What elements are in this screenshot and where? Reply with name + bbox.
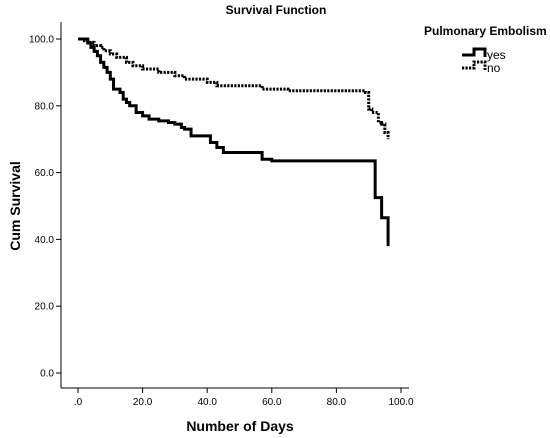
x-tick-label: 40.0 — [197, 397, 217, 408]
legend-swatch — [462, 60, 487, 70]
y-axis-title: Cum Survival — [7, 161, 23, 250]
axes — [60, 22, 409, 389]
x-tick-label: 80.0 — [327, 397, 347, 408]
series-line-yes — [78, 37, 390, 247]
x-tick-label: 20.0 — [133, 397, 153, 408]
series-line-no — [78, 37, 390, 140]
legend-entry-no: no — [462, 60, 501, 75]
x-axis-title: Number of Days — [186, 418, 294, 434]
y-tick-label: 100.0 — [29, 35, 54, 46]
chart-title: Survival Function — [226, 3, 327, 17]
axis-ticks: .0 20.0 40.0 60.0 80.0 100.0 0.0 20.0 40.0 60.0 80… — [29, 35, 414, 409]
y-tick-label: 40.0 — [35, 235, 55, 246]
x-tick-label: 60.0 — [262, 397, 282, 408]
series-layer — [78, 37, 390, 247]
x-tick-label: .0 — [74, 397, 83, 408]
y-tick-label: 0.0 — [40, 369, 54, 380]
x-tick-label: 100.0 — [388, 397, 413, 408]
y-tick-label: 80.0 — [35, 101, 55, 112]
y-tick-label: 60.0 — [35, 168, 55, 179]
y-tick-label: 20.0 — [35, 302, 55, 313]
legend-label: yes — [487, 48, 506, 62]
legend-label: no — [487, 61, 501, 75]
legend-swatch — [462, 47, 487, 57]
legend-entry-yes: yes — [462, 47, 506, 62]
legend-title: Pulmonary Embolism — [424, 24, 547, 38]
